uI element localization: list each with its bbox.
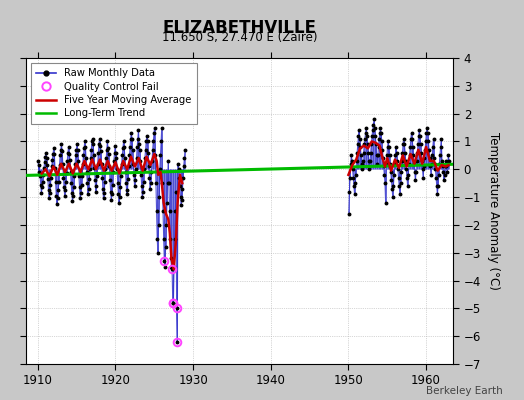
Legend: Raw Monthly Data, Quality Control Fail, Five Year Moving Average, Long-Term Tren: Raw Monthly Data, Quality Control Fail, … — [31, 63, 196, 124]
Text: 11.650 S, 27.470 E (Zaire): 11.650 S, 27.470 E (Zaire) — [162, 31, 318, 44]
Text: Berkeley Earth: Berkeley Earth — [427, 386, 503, 396]
Title: ELIZABETHVILLE: ELIZABETHVILLE — [163, 19, 316, 37]
Y-axis label: Temperature Anomaly (°C): Temperature Anomaly (°C) — [487, 132, 500, 290]
